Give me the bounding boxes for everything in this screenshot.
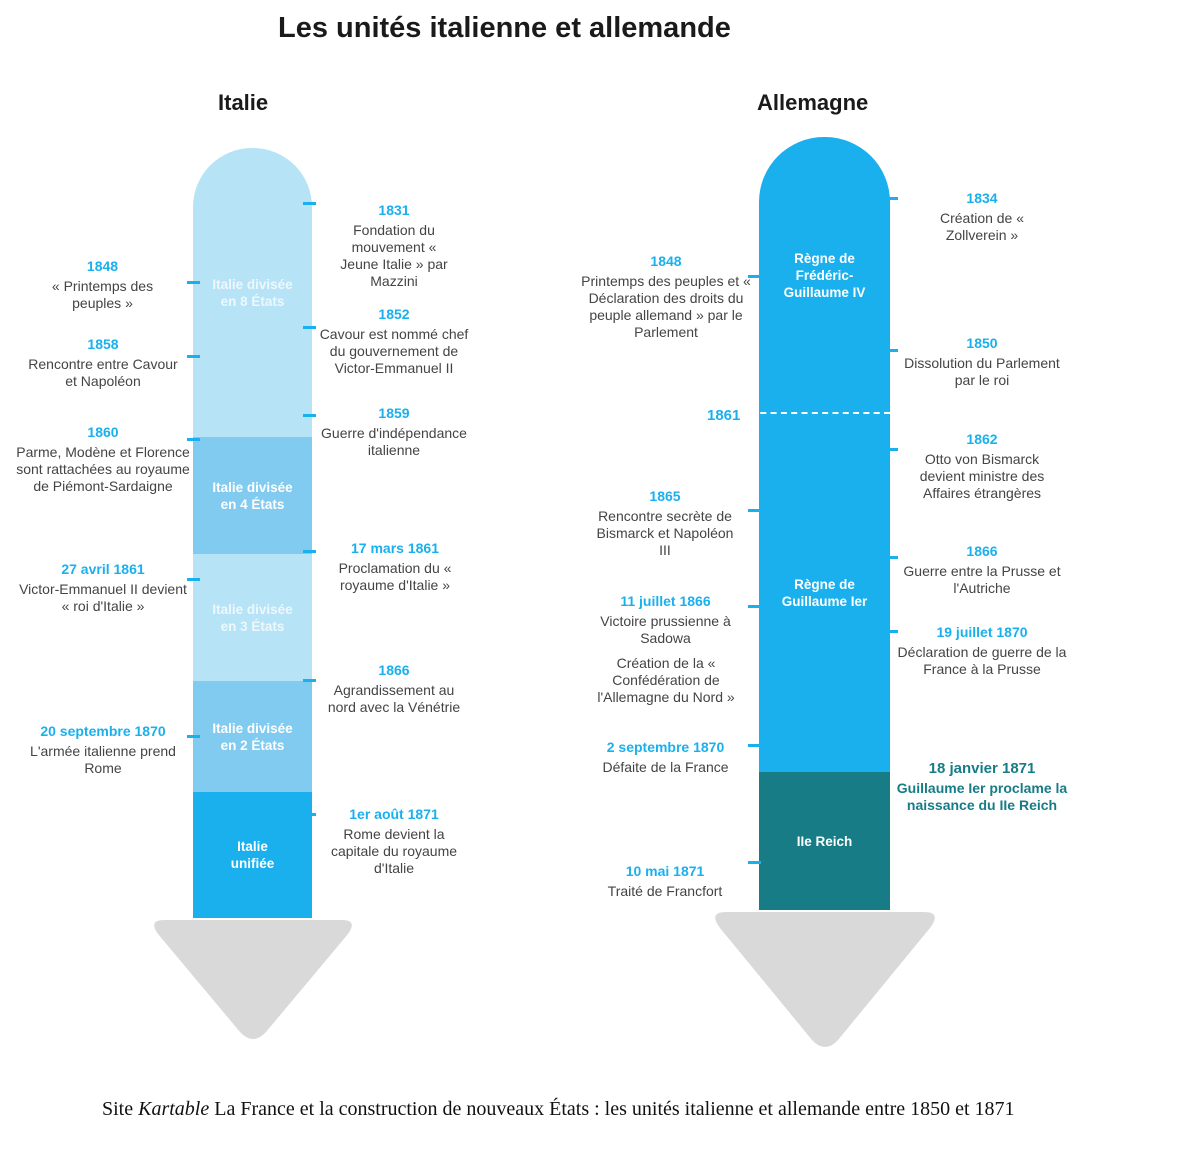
italy-event-1831: 1831 Fondation du mouvement « Jeune Itali…	[340, 202, 448, 289]
tick-germany-1834	[885, 197, 898, 200]
tick-italy-1870	[187, 735, 200, 738]
germany-segment-iie-reich: IIe Reich	[759, 772, 890, 910]
italy-segment-8-states: Italie divisée en 8 États	[193, 148, 312, 437]
italy-event-1858: 1858 Rencontre entre Cavour et Napoléon	[28, 336, 178, 389]
tick-germany-juillet-1866	[748, 605, 761, 608]
italy-column-title: Italie	[218, 90, 269, 115]
italy-event-1859: 1859 Guerre d'indépendance italienne	[321, 405, 467, 458]
tick-italy-1848	[187, 281, 200, 284]
germany-event-juillet-1870: 19 juillet 1870 Déclaration de guerre de …	[897, 624, 1067, 677]
italy-event-1871: 1er août 1871 Rome devient la capitale du…	[330, 806, 458, 876]
germany-event-septembre-1870: 2 septembre 1870 Défaite de la France	[602, 739, 729, 775]
tick-germany-juillet-1870	[885, 630, 898, 633]
tick-germany-1850	[885, 349, 898, 352]
germany-event-1834: 1834 Création de « Zollverein »	[939, 190, 1025, 243]
tick-germany-1866	[885, 556, 898, 559]
tick-italy-avril-1861	[187, 578, 200, 581]
italy-event-1852: 1852 Cavour est nommé chef du gouvernemen…	[319, 306, 469, 376]
germany-divider-label: 1861	[707, 407, 741, 424]
germany-event-1848: 1848 Printemps des peuples et « Déclarati…	[581, 253, 751, 340]
germany-segment-frederic-guillaume: Règne de Frédéric-Guillaume IV	[759, 137, 890, 414]
germany-event-1862: 1862 Otto von Bismarck devient ministre d…	[919, 431, 1045, 501]
tick-italy-1858	[187, 355, 200, 358]
germany-segment-guillaume-ier: Règne de Guillaume Ier	[759, 414, 890, 772]
italy-segment-3-states: Italie divisée en 3 États	[193, 554, 312, 681]
italy-segment-unified: Italie unifiée	[193, 792, 312, 918]
tick-italy-mars-1861	[303, 550, 316, 553]
italy-event-17-mars-1861: 17 mars 1861 Proclamation du « royaume d'…	[338, 540, 452, 593]
germany-arrow-head	[715, 912, 935, 1047]
source-caption: Site Kartable La France et la constructi…	[102, 1098, 1015, 1120]
tick-germany-mai-1871	[748, 861, 761, 864]
germany-event-janvier-1871: 18 janvier 1871 Guillaume Ier proclame la…	[896, 760, 1068, 813]
main-title: Les unités italienne et allemande	[278, 12, 731, 44]
tick-italy-1852	[303, 326, 316, 329]
germany-event-1866: 1866 Guerre entre la Prusse et l'Autriche	[903, 543, 1061, 596]
germany-event-1865: 1865 Rencontre secrète de Bismarck et Nap…	[596, 488, 734, 558]
tick-germany-1862	[885, 448, 898, 451]
germany-event-1850: 1850 Dissolution du Parlement par le roi	[904, 335, 1060, 388]
tick-germany-1848	[748, 275, 761, 278]
italy-event-1870: 20 septembre 1870 L'armée italienne prend…	[30, 723, 176, 776]
germany-event-juillet-1866: 11 juillet 1866 Victoire prussienne à Sad…	[600, 593, 731, 646]
italy-event-1860: 1860 Parme, Modène et Florence sont ratta…	[16, 424, 190, 494]
germany-event-mai-1871: 10 mai 1871 Traité de Francfort	[607, 863, 723, 899]
tick-italy-1871	[303, 813, 316, 816]
germany-event-confederation: Création de la « Confédération de l'Alle…	[597, 655, 735, 705]
tick-italy-1866	[303, 679, 316, 682]
tick-italy-1859	[303, 414, 316, 417]
tick-germany-1865	[748, 509, 761, 512]
germany-column-title: Allemagne	[757, 90, 869, 115]
italy-event-1848: 1848 « Printemps des peuples »	[51, 258, 154, 311]
germany-1861-divider	[750, 412, 890, 414]
italy-segment-2-states: Italie divisée en 2 États	[193, 681, 312, 792]
tick-germany-septembre-1870	[748, 744, 761, 747]
italy-segment-4-states: Italie divisée en 4 États	[193, 437, 312, 554]
italy-event-1866: 1866 Agrandissement au nord avec la Vénét…	[327, 662, 461, 715]
italy-event-27-avril-1861: 27 avril 1861 Victor-Emmanuel II devient …	[19, 561, 187, 614]
tick-italy-1831	[303, 202, 316, 205]
italy-arrow-head	[154, 920, 352, 1039]
source-name: Kartable	[138, 1098, 210, 1120]
tick-italy-1860	[187, 438, 200, 441]
